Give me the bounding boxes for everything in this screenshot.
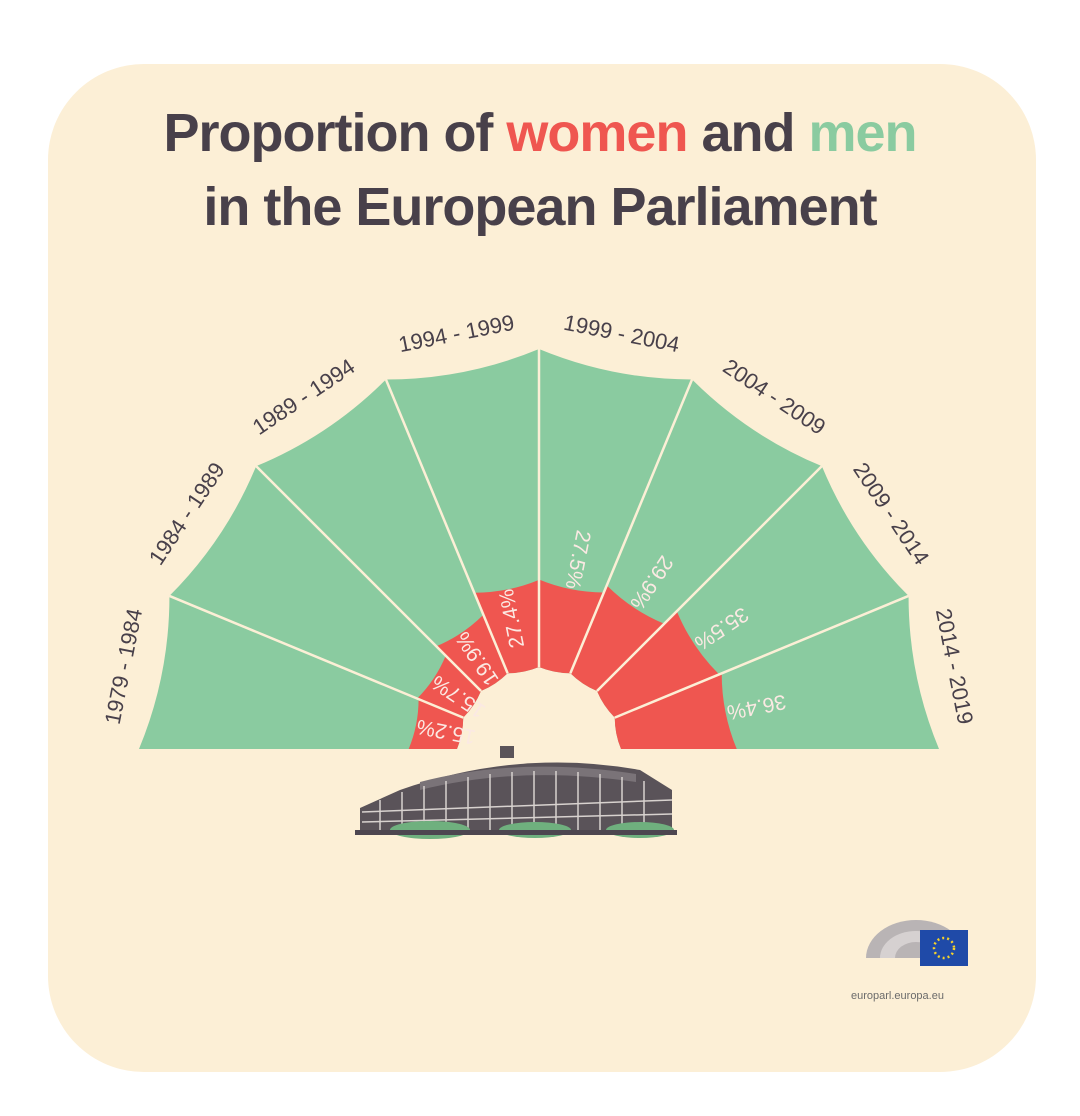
women-sector — [436, 614, 508, 692]
women-sector — [596, 611, 720, 718]
european-parliament-logo — [866, 920, 968, 966]
sector-divider — [168, 594, 464, 719]
women-sector — [614, 673, 737, 749]
sector-divider — [596, 465, 823, 692]
period-label: 2014 - 2019 — [931, 606, 978, 726]
parliament-building-illustration — [355, 746, 677, 839]
period-label: 1979 - 1984 — [100, 606, 147, 726]
women-sector — [570, 585, 665, 692]
title-women: women — [506, 103, 688, 163]
women-sector — [474, 579, 539, 674]
men-sector — [256, 379, 508, 692]
chart-title: Proportion of women and men in the Europ… — [0, 96, 1080, 244]
men-sector — [169, 466, 482, 718]
eu-flag-icon — [920, 930, 968, 966]
women-sector — [417, 655, 482, 718]
title-text: and — [687, 103, 809, 163]
title-line-2: in the European Parliament — [203, 177, 877, 237]
men-sector — [139, 595, 464, 749]
logo-caption: europarl.europa.eu — [851, 990, 944, 1002]
women-sector — [408, 699, 464, 749]
sector-divider — [255, 465, 482, 692]
sector-divider — [569, 378, 694, 674]
period-label: 1999 - 2004 — [562, 310, 682, 357]
title-text: Proportion of — [163, 103, 507, 163]
title-men: men — [808, 103, 917, 163]
period-label: 1994 - 1999 — [396, 310, 516, 357]
women-sector — [539, 579, 604, 674]
sector-divider — [384, 378, 509, 674]
title-line-1: Proportion of women and men — [0, 96, 1080, 170]
sector-divider — [614, 594, 910, 719]
